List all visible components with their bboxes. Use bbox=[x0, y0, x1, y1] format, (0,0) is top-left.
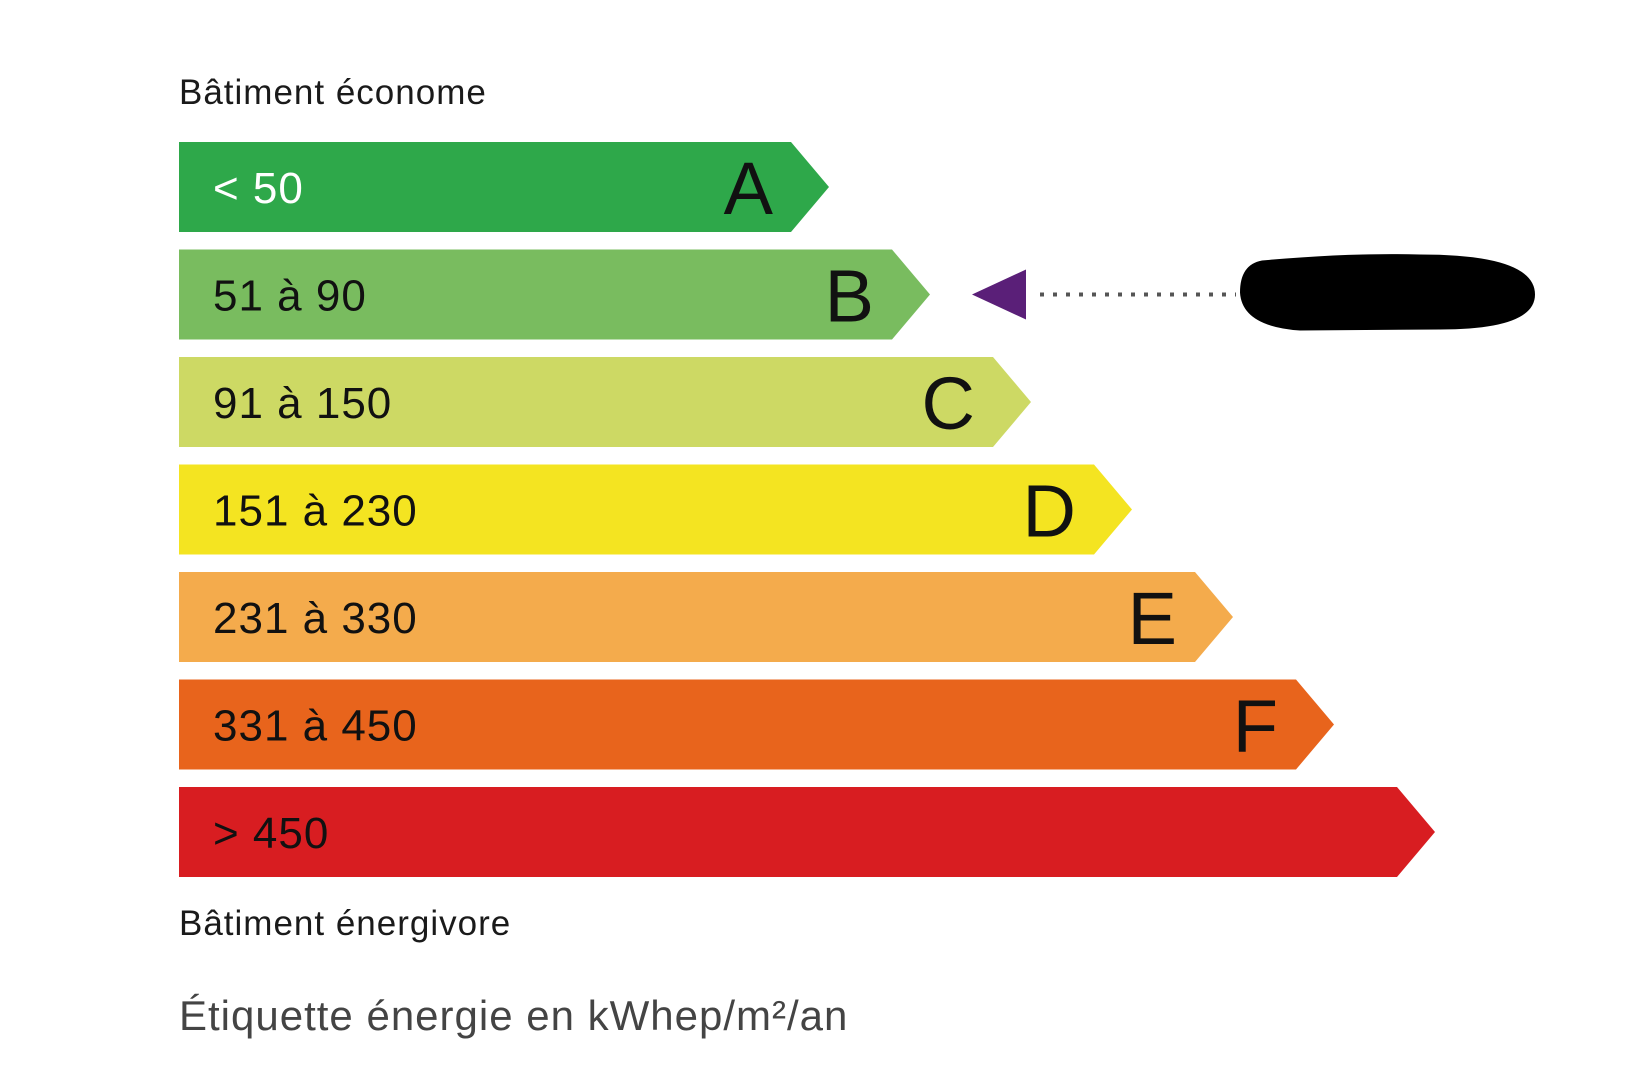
arrow-icon bbox=[972, 269, 1026, 320]
title-bottom: Bâtiment énergivore bbox=[179, 904, 511, 943]
bar-B: 51 à 90 B bbox=[179, 249, 930, 340]
bar-shape-D bbox=[179, 464, 1132, 555]
bar-shape-E bbox=[179, 572, 1233, 662]
rating-indicator bbox=[972, 254, 1535, 331]
bar-shape-F bbox=[179, 679, 1334, 770]
class-letter-A: A bbox=[724, 147, 774, 230]
range-label-D: 151 à 230 bbox=[213, 487, 418, 536]
bar-shape-A bbox=[179, 142, 829, 232]
range-label-E: 231 à 330 bbox=[213, 594, 418, 643]
class-letter-C: C bbox=[922, 362, 975, 445]
redacted-value bbox=[1240, 254, 1535, 331]
bar-G: > 450 bbox=[179, 787, 1435, 877]
range-label-A: < 50 bbox=[213, 164, 304, 213]
bar-A: < 50 A bbox=[179, 142, 829, 232]
title-top: Bâtiment économe bbox=[179, 73, 487, 112]
caption: Étiquette énergie en kWhep/m²/an bbox=[179, 992, 848, 1039]
bar-shape-C bbox=[179, 357, 1031, 447]
class-letter-E: E bbox=[1128, 577, 1177, 660]
bar-F: 331 à 450 F bbox=[179, 679, 1334, 770]
bar-shape-B bbox=[179, 249, 930, 340]
class-letter-F: F bbox=[1233, 685, 1278, 768]
bar-E: 231 à 330 E bbox=[179, 572, 1233, 662]
class-letter-D: D bbox=[1023, 470, 1076, 553]
range-label-F: 331 à 450 bbox=[213, 702, 418, 751]
bar-D: 151 à 230 D bbox=[179, 464, 1132, 555]
bar-C: 91 à 150 C bbox=[179, 357, 1031, 447]
range-label-C: 91 à 150 bbox=[213, 379, 392, 428]
class-letter-B: B bbox=[825, 255, 874, 338]
range-label-B: 51 à 90 bbox=[213, 272, 367, 321]
bar-shape-G bbox=[179, 787, 1435, 877]
range-label-G: > 450 bbox=[213, 809, 329, 858]
